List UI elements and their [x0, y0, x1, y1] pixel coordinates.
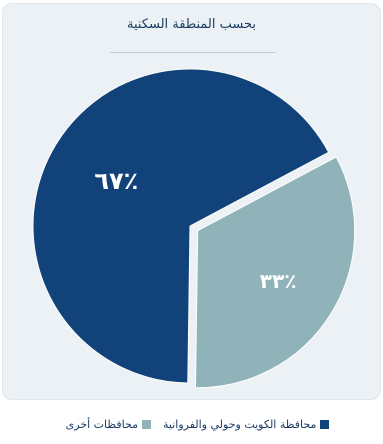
legend-label-kuwait-hawalli-farwaniya: محافظة الكويت وحولي والفروانية: [163, 417, 317, 431]
legend-swatch-kuwait-hawalli-farwaniya: [320, 419, 330, 429]
legend-swatch-other-governorates: [142, 419, 152, 429]
title-divider: [110, 52, 276, 53]
legend-item-other-governorates: محافظات أخرى: [65, 417, 152, 431]
data-label-kuwait-hawalli-farwaniya: ٦٧٪: [94, 167, 138, 195]
pie-slice-other-governorates: [194, 156, 356, 389]
legend-item-kuwait-hawalli-farwaniya: محافظة الكويت وحولي والفروانية: [163, 417, 330, 431]
chart-title: بحسب المنطقة السكنية: [126, 17, 257, 32]
pie-slice-kuwait-hawalli-farwaniya: [32, 68, 330, 384]
legend-label-other-governorates: محافظات أخرى: [65, 417, 139, 431]
data-label-other-governorates: ٣٣٪: [260, 269, 297, 293]
legend: محافظة الكويت وحولي والفروانية محافظات أ…: [0, 412, 383, 436]
pie-chart: ٣٣٪ ٦٧٪: [32, 68, 356, 389]
